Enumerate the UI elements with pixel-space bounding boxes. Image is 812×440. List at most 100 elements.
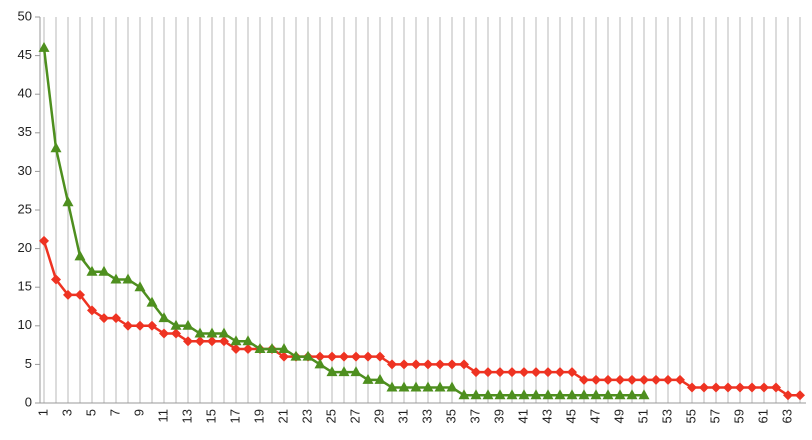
y-tick-label: 20 — [18, 240, 32, 255]
marker — [434, 381, 446, 392]
x-tick-label: 23 — [299, 409, 314, 423]
x-tick-label: 17 — [227, 409, 242, 423]
marker — [350, 366, 362, 377]
marker — [51, 274, 61, 285]
marker — [171, 328, 181, 339]
x-tick-label: 39 — [491, 409, 506, 423]
marker — [639, 374, 649, 385]
x-tick-label: 9 — [131, 409, 146, 416]
marker — [783, 390, 793, 401]
marker — [219, 336, 229, 347]
y-tick-label: 35 — [18, 124, 32, 139]
marker — [759, 382, 769, 393]
marker — [410, 381, 422, 392]
marker — [687, 382, 697, 393]
marker — [459, 359, 469, 370]
x-tick-label: 63 — [779, 409, 794, 423]
x-tick-label: 31 — [395, 409, 410, 423]
marker — [99, 313, 109, 324]
marker — [62, 196, 74, 207]
marker — [159, 328, 169, 339]
x-tick-label: 51 — [635, 409, 650, 423]
marker — [651, 374, 661, 385]
marker — [315, 351, 325, 362]
x-tick-label: 7 — [107, 409, 122, 416]
marker — [242, 335, 254, 346]
x-tick-label: 27 — [347, 409, 362, 423]
marker — [183, 336, 193, 347]
x-tick-label: 47 — [587, 409, 602, 423]
marker — [578, 389, 590, 400]
marker — [39, 235, 49, 246]
y-tick-label: 50 — [18, 8, 32, 23]
marker — [543, 367, 553, 378]
marker — [723, 382, 733, 393]
marker — [471, 367, 481, 378]
marker — [590, 389, 602, 400]
x-tick-label: 11 — [155, 409, 170, 423]
marker — [638, 389, 650, 400]
marker — [699, 382, 709, 393]
marker — [626, 389, 638, 400]
marker — [314, 358, 326, 369]
x-tick-label: 1 — [35, 409, 50, 416]
marker — [362, 373, 374, 384]
marker — [122, 273, 134, 284]
marker — [423, 359, 433, 370]
x-tick-label: 21 — [275, 409, 290, 423]
marker — [387, 359, 397, 370]
marker — [627, 374, 637, 385]
marker — [207, 336, 217, 347]
marker — [458, 389, 470, 400]
marker — [735, 382, 745, 393]
marker — [206, 327, 218, 338]
y-tick-label: 10 — [18, 317, 32, 332]
marker — [506, 389, 518, 400]
marker — [711, 382, 721, 393]
x-tick-label: 37 — [467, 409, 482, 423]
marker — [602, 389, 614, 400]
marker — [399, 359, 409, 370]
y-tick-label: 5 — [25, 356, 32, 371]
x-tick-label: 29 — [371, 409, 386, 423]
marker — [615, 374, 625, 385]
x-tick-label: 41 — [515, 409, 530, 423]
marker — [87, 305, 97, 316]
x-tick-label: 55 — [683, 409, 698, 423]
marker — [170, 319, 182, 330]
marker — [494, 389, 506, 400]
marker — [338, 366, 350, 377]
marker — [86, 265, 98, 276]
marker — [507, 367, 517, 378]
x-tick-label: 19 — [251, 409, 266, 423]
marker — [614, 389, 626, 400]
x-tick-label: 35 — [443, 409, 458, 423]
marker — [566, 389, 578, 400]
marker — [135, 320, 145, 331]
marker — [795, 390, 805, 401]
marker — [123, 320, 133, 331]
marker — [158, 312, 170, 323]
marker — [326, 366, 338, 377]
series-line — [42, 240, 800, 397]
marker — [279, 351, 289, 362]
marker — [374, 373, 386, 384]
marker — [518, 389, 530, 400]
marker — [327, 351, 337, 362]
marker — [75, 289, 85, 300]
x-tick-label: 3 — [59, 409, 74, 416]
marker — [447, 359, 457, 370]
marker — [591, 374, 601, 385]
y-tick-label: 15 — [18, 279, 32, 294]
marker — [302, 350, 314, 361]
marker — [603, 374, 613, 385]
marker — [567, 367, 577, 378]
x-tick-label: 15 — [203, 409, 218, 423]
marker — [351, 351, 361, 362]
x-tick-label: 59 — [731, 409, 746, 423]
x-tick-label: 43 — [539, 409, 554, 423]
x-tick-label: 5 — [83, 409, 98, 416]
y-tick-label: 0 — [25, 394, 32, 409]
marker — [435, 359, 445, 370]
marker — [218, 327, 230, 338]
